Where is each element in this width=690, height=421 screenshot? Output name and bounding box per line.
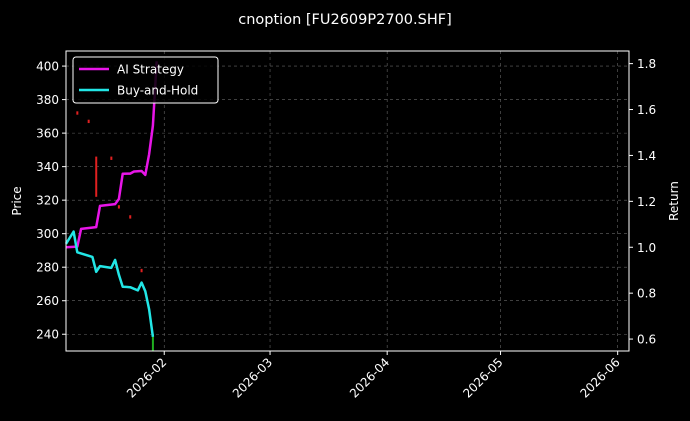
y-right-tick-label-1-2: 1.2 (637, 195, 656, 209)
chart-title: cnoption [FU2609P2700.SHF] (238, 12, 452, 28)
y-axis-left: 240 260 280 300 320 340 360 380 400 (36, 60, 66, 342)
price-candle (140, 268, 143, 273)
y-left-tick-label-260: 260 (36, 294, 59, 308)
y-axis-right-label: Return (667, 181, 681, 221)
y-left-tick-label-400: 400 (36, 60, 59, 74)
series-line-ai-strategy (65, 61, 158, 249)
y-right-tick-label-1-8: 1.8 (637, 57, 656, 71)
y-left-tick-label-320: 320 (36, 194, 59, 208)
legend-label-ai-strategy: AI Strategy (117, 63, 184, 77)
series-line-buy-and-hold (64, 230, 155, 337)
y-axis-right: 0.6 0.8 1.0 1.2 1.4 1.6 1.8 (629, 57, 656, 347)
price-candle (151, 334, 154, 351)
legend: AI Strategy Buy-and-Hold (72, 56, 219, 104)
candles (76, 111, 154, 351)
legend-label-buy-and-hold: Buy-and-Hold (117, 84, 198, 98)
price-candle (76, 111, 79, 115)
price-candle (87, 119, 90, 124)
y-left-tick-label-340: 340 (36, 160, 59, 174)
price-candle (129, 215, 132, 219)
y-axis-left-label: Price (10, 186, 24, 215)
y-left-tick-label-360: 360 (36, 127, 59, 141)
legend-box (72, 56, 219, 104)
price-candle (110, 156, 113, 160)
y-right-tick-label-0-8: 0.8 (637, 287, 656, 301)
price-candle (117, 205, 120, 209)
y-right-tick-label-0-6: 0.6 (637, 333, 656, 347)
y-right-tick-label-1-6: 1.6 (637, 103, 656, 117)
y-left-tick-label-380: 380 (36, 93, 59, 107)
series-lines (64, 61, 158, 337)
y-left-tick-label-300: 300 (36, 227, 59, 241)
y-right-tick-label-1-0: 1.0 (637, 241, 656, 255)
y-left-tick-label-280: 280 (36, 261, 59, 275)
y-right-tick-label-1-4: 1.4 (637, 149, 656, 163)
grid (66, 51, 629, 351)
price-candle (95, 156, 98, 197)
y-left-tick-label-240: 240 (36, 328, 59, 342)
